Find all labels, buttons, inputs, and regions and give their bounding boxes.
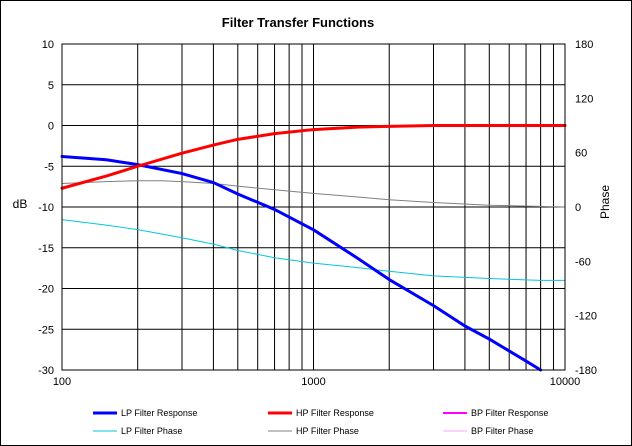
y2-tick-label: -180 [575,365,597,377]
plot-border [61,43,566,371]
legend-label: LP Filter Phase [121,426,182,436]
y-tick-label: -10 [38,202,54,214]
y-axis-label: dB [13,197,28,211]
legend-label: HP Filter Phase [296,426,359,436]
tick-labels: 10 5 0 -5 -10 -15 -20 -25 -30 180 120 60 0 -60 -120 -18… [38,39,597,388]
legend-label: HP Filter Response [296,408,374,418]
y2-axis-label: Phase [598,185,612,219]
y-tick-label: 0 [48,121,54,133]
x-tick-label: 1000 [301,376,325,388]
y2-tick-label: 120 [575,93,593,105]
x-tick-label: 10000 [550,376,581,388]
y-tick-label: -30 [38,365,54,377]
y-tick-label: -15 [38,243,54,255]
y2-tick-label: -60 [575,256,591,268]
y2-tick-label: 60 [575,148,587,160]
hp-filter-responseline [60,124,567,190]
x-tick-label: 100 [53,376,71,388]
y-tick-label: -20 [38,284,54,296]
y2-tick-label: 180 [575,39,593,51]
legend: LP Filter Response HP Filter Response BP F… [93,408,548,436]
y2-tick-label: 0 [575,202,581,214]
lp-filter-responseline [60,154,543,372]
hp-filter-phaseline [61,180,566,208]
lp-filter-phaseline [61,219,566,281]
grid [62,44,565,370]
chart-title: Filter Transfer Functions [222,15,374,30]
series-layer [60,124,567,372]
legend-label: LP Filter Response [121,408,197,418]
y-tick-label: -5 [44,161,54,173]
y-tick-label: 10 [42,39,54,51]
y-tick-label: -25 [38,324,54,336]
y-tick-label: 5 [48,80,54,92]
legend-label: BP Filter Response [471,408,548,418]
y2-tick-label: -120 [575,311,597,323]
legend-label: BP Filter Phase [471,426,533,436]
